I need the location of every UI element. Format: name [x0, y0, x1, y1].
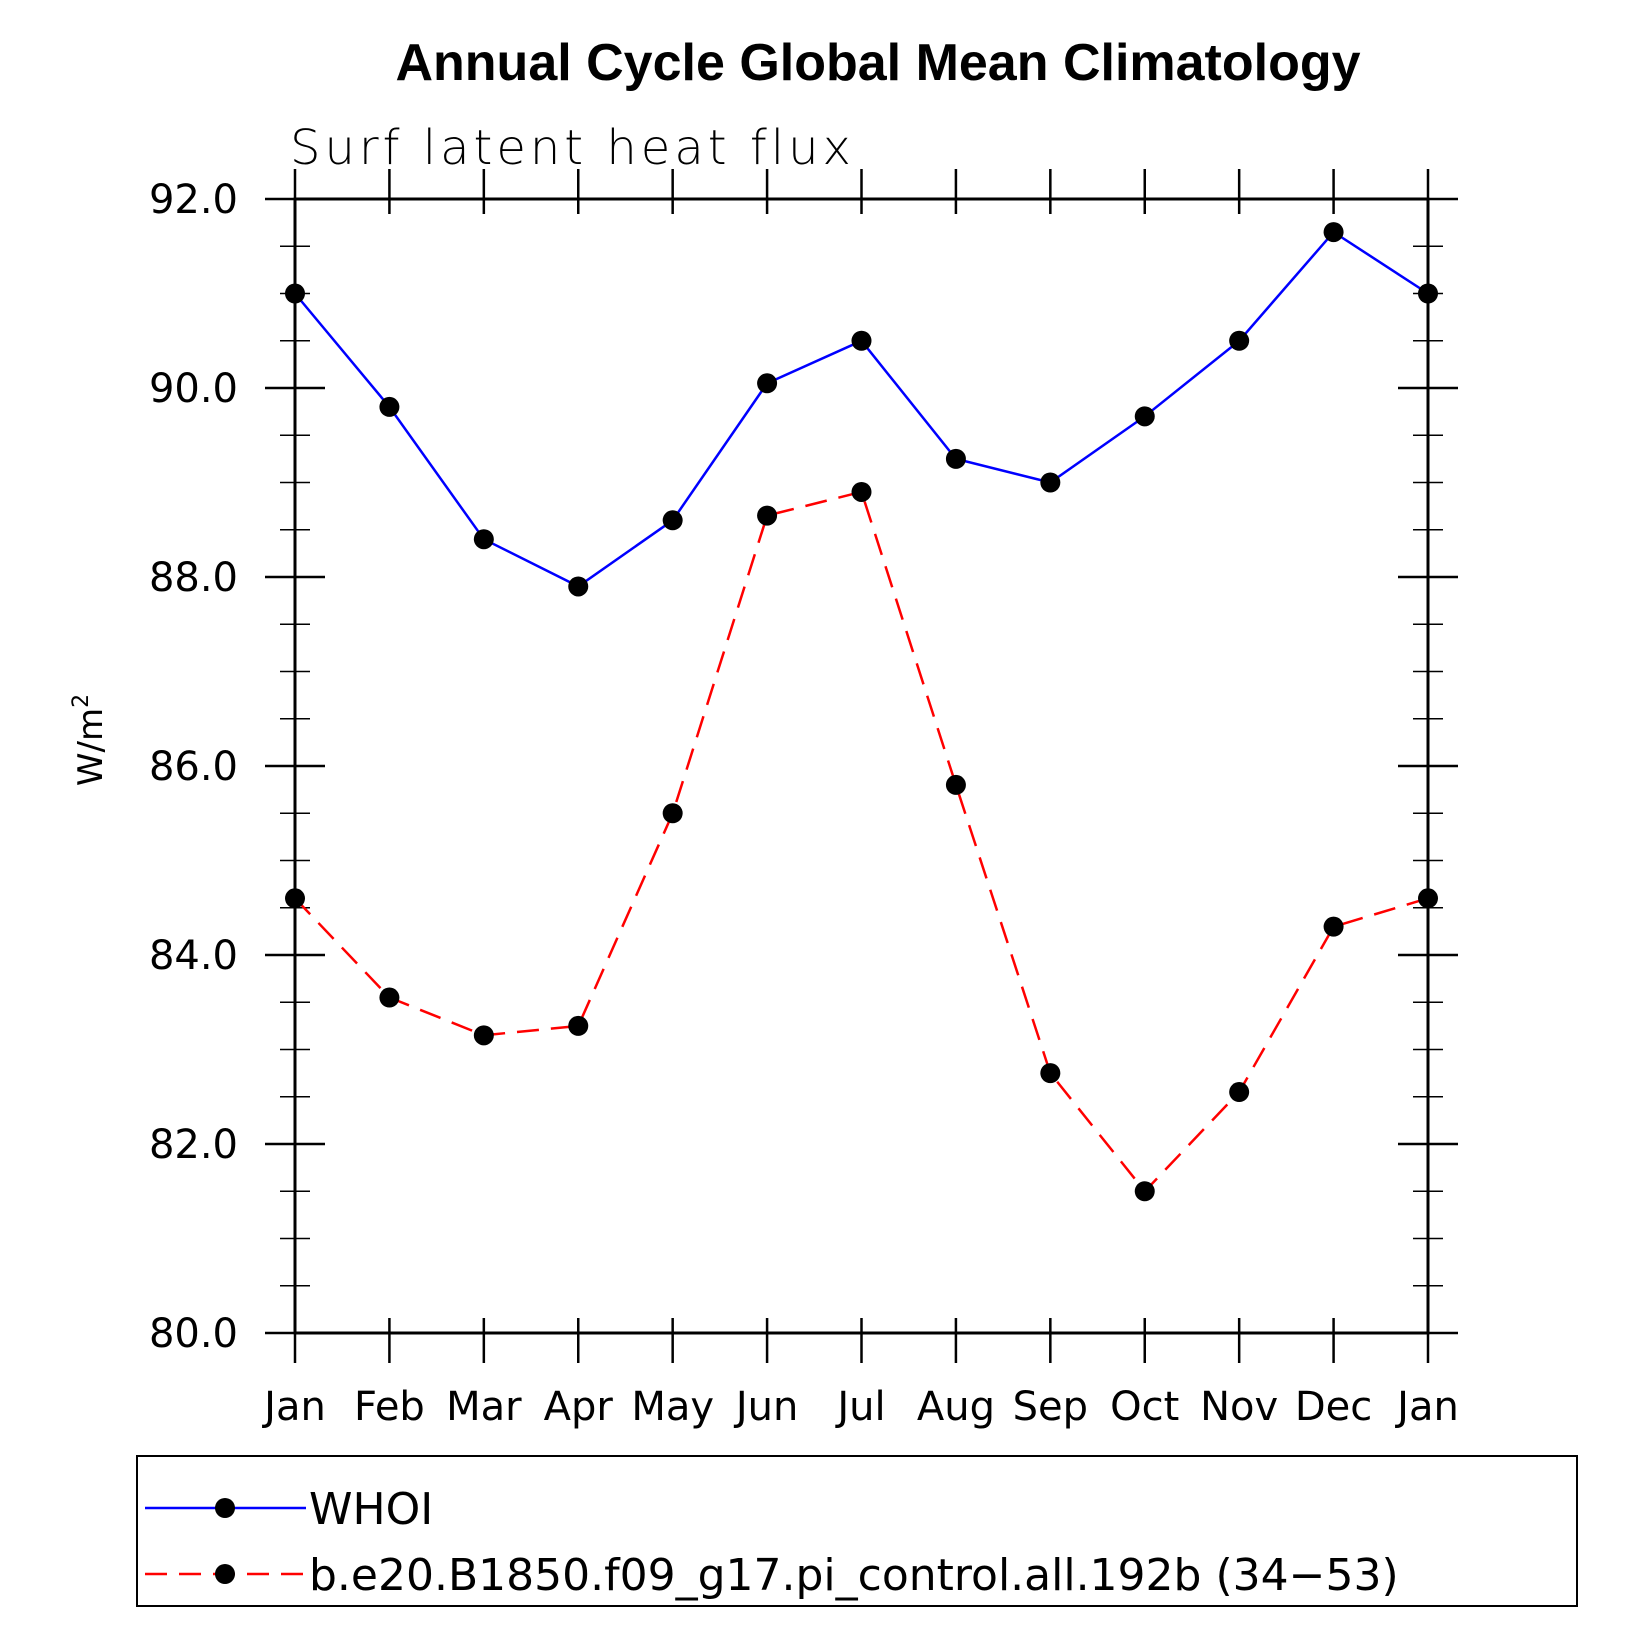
series-2-point: [662, 803, 683, 824]
y-tick-label: 88.0: [149, 555, 238, 601]
series-1-point: [1229, 330, 1250, 351]
legend-label-2: b.e20.B1850.f09_g17.pi_control.all.192b …: [309, 1550, 1399, 1601]
x-tick-label: Jun: [733, 1384, 799, 1430]
series-1-point: [1040, 472, 1061, 493]
x-tick-label: Nov: [1200, 1384, 1278, 1430]
y-tick-label: 92.0: [149, 177, 238, 223]
series-2-point: [473, 1025, 494, 1046]
x-tick-label: Mar: [446, 1384, 522, 1430]
y-axis-label: W/m2: [69, 694, 111, 786]
y-tick-label: 90.0: [149, 366, 238, 412]
series-2-point: [1134, 1181, 1155, 1202]
y-tick-label: 86.0: [149, 744, 238, 790]
series-1-point: [851, 330, 872, 351]
x-tick-label: Dec: [1295, 1384, 1372, 1430]
series-1-point: [379, 396, 400, 417]
series-2-point: [285, 888, 305, 909]
x-tick-label: Jul: [834, 1384, 885, 1430]
series-line-1: [294, 230, 1429, 588]
y-tick-label: 84.0: [149, 933, 238, 979]
series-1-point: [662, 510, 683, 531]
series-2-point: [568, 1015, 589, 1036]
legend-box: [136, 1455, 1578, 1607]
series-layer: [285, 222, 1438, 1202]
x-tick-label: Sep: [1013, 1384, 1088, 1430]
series-2-point: [1040, 1063, 1061, 1084]
legend-label-1: WHOI: [309, 1484, 433, 1535]
chart-subtitle: Surf latent heat flux: [290, 120, 855, 176]
series-1-point: [473, 529, 494, 550]
x-tick-label: Aug: [917, 1384, 995, 1430]
plot-frame: [293, 197, 1430, 1335]
series-1-point: [1134, 406, 1155, 427]
series-2-point: [1229, 1082, 1250, 1103]
svg-text:W/m2: W/m2: [69, 694, 111, 786]
x-tick-label: Apr: [544, 1384, 614, 1430]
legend-marker-2: [215, 1564, 235, 1584]
series-2-point: [1418, 888, 1438, 909]
series-2-point: [945, 774, 966, 795]
series-1-point: [285, 283, 305, 304]
x-tick-label: Feb: [354, 1384, 425, 1430]
series-2-point: [851, 481, 872, 502]
plot-axes: 80.0 82.0 84.0 86.0 88.0 90.0 92.0 Jan Feb Mar Apr…: [149, 169, 1459, 1430]
x-tick-label: Jan: [1394, 1384, 1459, 1430]
y-axis-label-superscript: 2: [69, 694, 94, 708]
series-1-point: [757, 373, 778, 394]
series-2-point: [757, 505, 778, 526]
x-tick-label: May: [631, 1384, 714, 1430]
y-tick-label: 82.0: [149, 1122, 238, 1168]
series-1-point: [1418, 283, 1438, 304]
y-axis-label-text: W/m: [71, 708, 111, 786]
legend-marker-1: [215, 1498, 235, 1518]
series-1-point: [1323, 222, 1344, 243]
series-2-point: [1323, 916, 1344, 937]
series-line-2: [294, 490, 1429, 1194]
legend: WHOI b.e20.B1850.f09_g17.pi_control.all.1…: [145, 1484, 1399, 1601]
series-1-point: [568, 576, 589, 597]
chart-title: Annual Cycle Global Mean Climatology: [395, 34, 1360, 92]
series-2-point: [379, 987, 400, 1008]
x-tick-label: Oct: [1110, 1384, 1179, 1430]
y-tick-label: 80.0: [149, 1311, 238, 1357]
x-tick-label: Jan: [261, 1384, 326, 1430]
series-1-point: [945, 448, 966, 469]
